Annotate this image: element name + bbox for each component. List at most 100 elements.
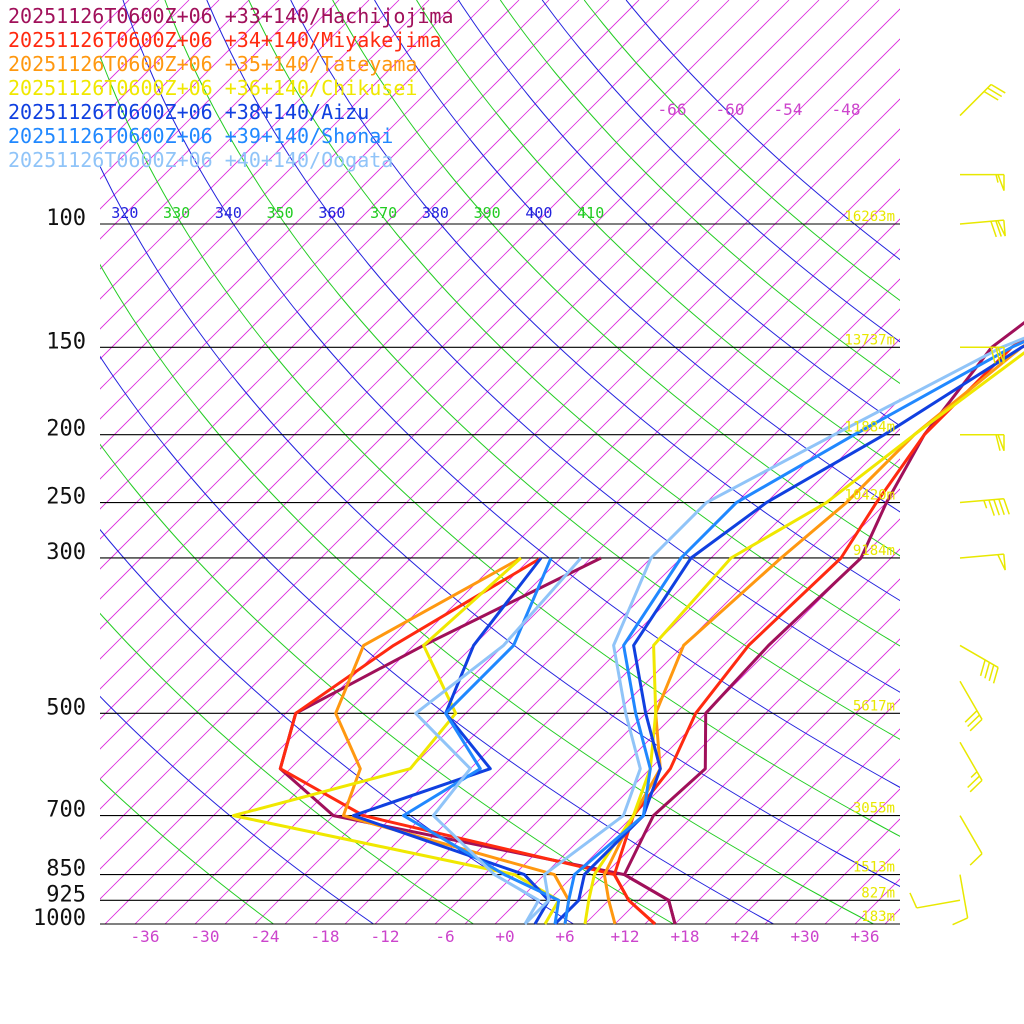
isotherm-line: [554, 578, 900, 924]
isotherm-line: [134, 158, 900, 924]
isotherm-line: [434, 458, 900, 924]
isotherm-line: [100, 0, 610, 510]
isotherm-line: [764, 788, 900, 924]
wind-barb-staff: [959, 680, 983, 720]
pressure-label: 500: [46, 695, 86, 720]
wind-barb-staff: [959, 741, 983, 781]
wind-barb-full: [988, 664, 995, 682]
upper-temperature-label: -60: [716, 100, 745, 119]
temperature-line: [553, 344, 1024, 926]
isotherm-line: [100, 0, 640, 540]
height-label: 3055m: [853, 801, 895, 817]
dry-adiabat-lines: [100, 0, 900, 924]
dewpoint-line: [401, 557, 561, 925]
legend-entry: 20251126T0600Z+06 +33+140/Hachijojima: [8, 4, 454, 28]
wind-barb-full: [1003, 498, 1010, 515]
wind-barb-staff: [916, 899, 961, 909]
pressure-label: 850: [46, 857, 86, 882]
sounding-profiles: [231, 321, 1024, 926]
temperature-tick-label: +12: [611, 927, 640, 946]
wind-barb-flag: [997, 434, 1005, 451]
temperature-line: [563, 340, 1024, 925]
temperature-tick-label: +30: [791, 927, 820, 946]
isotherm-line: [194, 218, 900, 924]
isotherm-line: [524, 548, 900, 924]
isotherm-line: [164, 188, 900, 924]
wind-barb: [959, 553, 1006, 571]
wind-barb-full: [967, 714, 981, 728]
wind-barb-full: [979, 659, 986, 677]
height-label: 5617m: [853, 698, 895, 714]
dry-adiabat-line: [100, 355, 774, 924]
temperature-tick-label: +18: [671, 927, 700, 946]
isotherm-line: [100, 0, 490, 390]
dry-adiabat-line: [100, 443, 674, 924]
temperature-tick-label: +0: [495, 927, 514, 946]
pressure-label: 100: [46, 206, 86, 231]
isotherm-line: [975, 0, 1024, 924]
wind-barb-full: [998, 498, 1005, 515]
isotherm-line: [494, 518, 900, 924]
dry-adiabat-line: [499, 0, 900, 385]
wind-barb-full: [990, 347, 996, 364]
dry-adiabat-line: [457, 0, 900, 427]
legend-entry: 20251126T0600Z+06 +35+140/Tateyama: [8, 52, 418, 76]
axis-labels: 320 330 340 350 360 370 380 390 400 410 100 150 200 2…: [33, 100, 895, 946]
wind-barb-full: [995, 220, 1002, 237]
temperature-line: [523, 336, 1024, 926]
isotherm-line: [100, 0, 430, 330]
height-label: 9184m: [853, 543, 895, 559]
temperature-tick-label: -36: [131, 927, 160, 946]
dry-adiabat-line: [122, 0, 900, 788]
legend-entry: 20251126T0600Z+06 +38+140/Aizu: [8, 100, 370, 124]
wind-barb-staff: [959, 497, 1004, 504]
wind-barb-full: [990, 83, 1006, 94]
wind-barb-full: [995, 434, 1001, 451]
isotherm-line: [100, 0, 400, 300]
temperature-tick-label: +36: [851, 927, 880, 946]
pressure-label: 700: [46, 798, 86, 823]
isotherm-line: [100, 98, 900, 900]
wind-barb-half: [983, 500, 988, 509]
dry-adiabat-line: [290, 0, 900, 602]
isotherm-line: [644, 668, 900, 924]
upper-temperature-label: -48: [832, 100, 861, 119]
isotherm-line: [100, 0, 700, 600]
wind-barb-full: [969, 718, 983, 732]
legend-entry: 20251126T0600Z+06 +39+140/Shonai: [8, 124, 394, 148]
theta-label: 360: [318, 204, 345, 222]
wind-barb-full: [990, 221, 997, 238]
dry-adiabat-line: [416, 0, 900, 470]
isotherm-line: [100, 0, 760, 660]
wind-barb: [959, 680, 983, 732]
dry-adiabat-line: [374, 0, 900, 513]
wind-barb-full: [987, 87, 1003, 98]
legend-entry: 20251126T0600Z+06 +34+140/Miyakejima: [8, 28, 442, 52]
isotherm-line: [734, 758, 900, 924]
theta-label: 380: [422, 204, 449, 222]
isotherm-line: [100, 0, 280, 180]
temperature-line: [602, 344, 1024, 925]
wind-barb-full: [983, 90, 999, 101]
wind-barb-full: [909, 892, 918, 909]
wind-barb-full: [988, 499, 995, 516]
wind-barb-full: [992, 667, 999, 684]
height-label: 13737m: [844, 332, 895, 348]
isotherm-line: [100, 0, 820, 720]
isotherm-line: [100, 38, 900, 840]
temperature-tick-label: +6: [555, 927, 574, 946]
isotherm-line: [100, 0, 310, 210]
dry-adiabat-line: [541, 0, 900, 343]
wind-barbs: [909, 83, 1010, 926]
wind-barb-full: [969, 779, 983, 793]
wind-barb-full: [993, 499, 1000, 516]
theta-label: 410: [577, 204, 604, 222]
isotherm-line: [614, 638, 900, 924]
theta-label: 350: [267, 204, 294, 222]
temperature-line: [612, 337, 1024, 926]
dry-adiabat-line: [206, 0, 900, 693]
isotherm-line: [824, 848, 900, 924]
isotherm-line: [100, 0, 460, 360]
temperature-line: [622, 321, 1024, 925]
